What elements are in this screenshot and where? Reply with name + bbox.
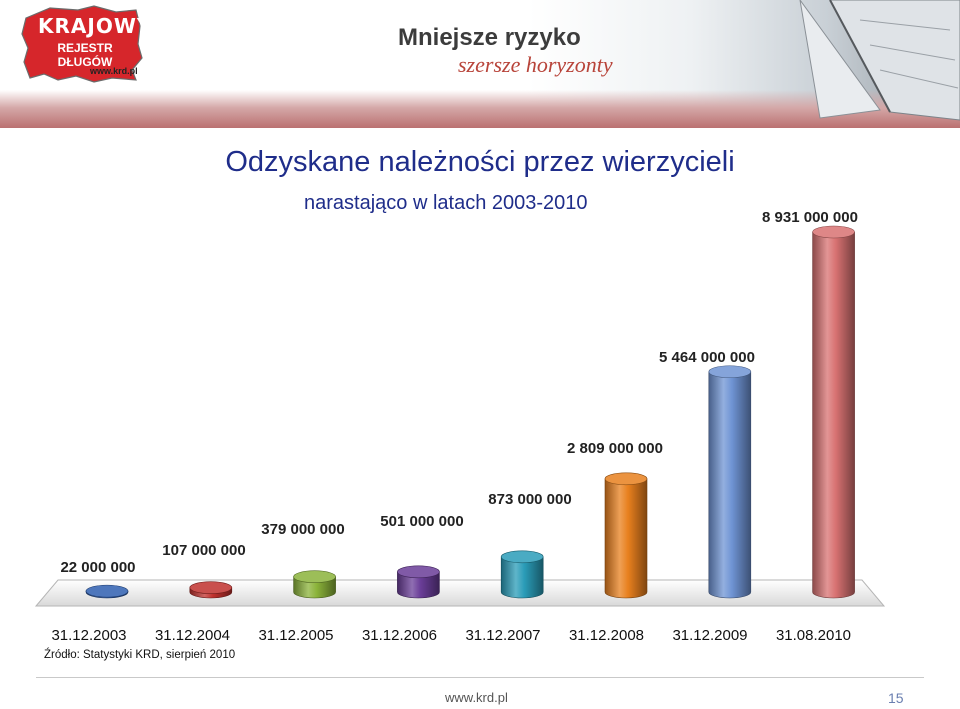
data-label: 5 464 000 000 (659, 349, 755, 366)
x-tick-label: 31.12.2006 (362, 627, 437, 644)
x-tick-label: 31.12.2004 (155, 627, 230, 644)
bar-31.12.2005 (293, 570, 336, 599)
bar-31.08.2010 (812, 225, 855, 599)
logo-text-krajowy: KRAJOWY (38, 14, 153, 38)
bar-body (604, 478, 648, 599)
bar-top (604, 472, 648, 486)
data-label: 22 000 000 (60, 559, 135, 576)
bar-top (500, 550, 544, 564)
header-strip (0, 90, 960, 128)
data-label: 8 931 000 000 (762, 209, 858, 226)
bar-body (397, 571, 440, 599)
bar-top (85, 584, 129, 598)
x-tick-label: 31.12.2007 (465, 627, 540, 644)
bar-body (812, 231, 855, 599)
x-tick-label: 31.12.2008 (569, 627, 644, 644)
footer-divider (36, 677, 924, 678)
bar-top (293, 570, 336, 584)
x-tick-label: 31.08.2010 (776, 627, 851, 644)
x-tick-label: 31.12.2005 (258, 627, 333, 644)
page-number: 15 (888, 690, 904, 706)
bar-31.12.2008 (604, 472, 648, 599)
bar-top (189, 581, 233, 594)
bar-top (812, 225, 855, 239)
data-label: 107 000 000 (162, 542, 245, 559)
bar-top (708, 365, 752, 379)
x-tick-label: 31.12.2003 (51, 627, 126, 644)
poland-map-shape (21, 5, 143, 83)
bar-31.12.2004 (189, 581, 233, 599)
bar-31.12.2007 (500, 550, 544, 599)
bar-31.12.2009 (708, 365, 752, 599)
bar-31.12.2006 (397, 565, 440, 599)
data-label: 873 000 000 (488, 491, 571, 508)
chart-floor (34, 579, 886, 607)
bar-body (708, 371, 752, 599)
x-tick-label: 31.12.2009 (672, 627, 747, 644)
footer-site: www.krd.pl (445, 690, 508, 705)
chart-title: Odzyskane należności przez wierzycieli (225, 146, 735, 178)
data-label: 2 809 000 000 (567, 440, 663, 457)
logo-site-text: www.krd.pl (90, 66, 138, 76)
chart-subtitle: narastająco w latach 2003-2010 (304, 192, 588, 214)
krd-logo (21, 5, 143, 83)
slogan-line1: Mniejsze ryzyko (398, 24, 581, 51)
slogan-line2: szersze horyzonty (458, 52, 613, 77)
data-label: 501 000 000 (380, 513, 463, 530)
bar-top (397, 565, 440, 579)
logo-text-rejestr: REJESTR DŁUGÓW (57, 41, 113, 69)
header-banner: KRAJOWY REJESTR DŁUGÓW www.krd.pl Mniejs… (0, 0, 960, 128)
data-label: 379 000 000 (261, 521, 344, 538)
sailboat-image (799, 0, 960, 121)
bar-body (500, 556, 544, 599)
source-note: Źródło: Statystyki KRD, sierpień 2010 (44, 649, 236, 661)
bar-31.12.2003 (85, 584, 129, 599)
